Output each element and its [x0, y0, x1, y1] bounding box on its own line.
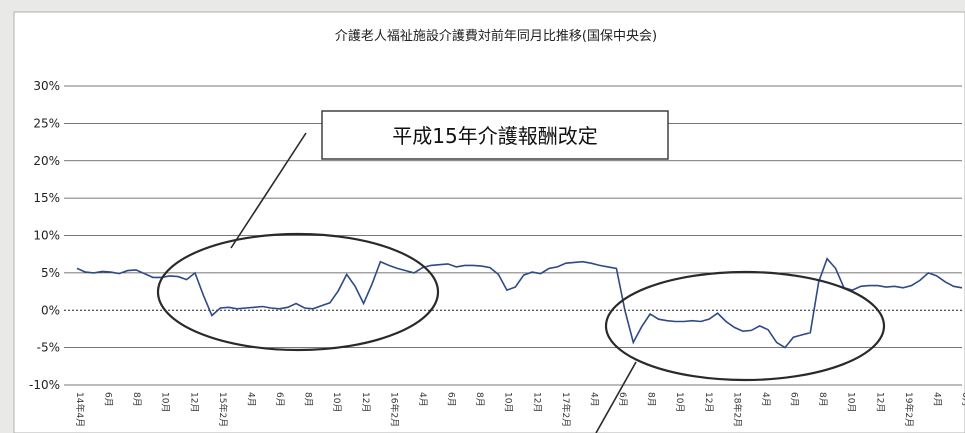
y-tick-label: 30% [33, 79, 60, 93]
callout-pointer-lower [595, 361, 637, 433]
y-tick-label: -5% [37, 341, 60, 355]
callout-box [321, 110, 669, 160]
x-tick-label: 17年2月 [560, 392, 572, 427]
x-tick-label: 4月 [588, 392, 599, 407]
y-tick-label: 25% [33, 116, 60, 130]
callout-text: 平成15年介護報酬改定 [392, 124, 597, 148]
x-tick-label: 6月 [789, 392, 800, 407]
x-tick-label: 19年2月 [903, 392, 915, 427]
x-tick-label: 10月 [503, 392, 514, 412]
series-line [76, 257, 963, 349]
chart-title: 介護老人福祉施設介護費対前年同月比推移(国保中央会) [335, 28, 657, 44]
y-tick-label: -10% [29, 378, 60, 392]
y-tick-label: 5% [41, 266, 60, 280]
x-tick-label: 10月 [160, 392, 171, 412]
x-tick-label: 4月 [760, 392, 771, 407]
x-tick-label: 16年2月 [388, 392, 400, 427]
x-tick-label: 6月 [274, 392, 285, 407]
x-tick-label: 12月 [874, 392, 885, 412]
chart-panel [13, 11, 965, 433]
highlight-ellipse-2006 [604, 270, 886, 382]
x-tick-label: 12月 [188, 392, 199, 412]
x-tick-label: 6月 [960, 392, 965, 407]
x-tick-label: 10月 [846, 392, 857, 412]
x-tick-label: 4月 [931, 392, 942, 407]
x-tick-label: 8月 [303, 392, 314, 407]
y-tick-label: 15% [33, 191, 60, 205]
x-tick-label: 4月 [245, 392, 256, 407]
x-tick-label: 8月 [646, 392, 657, 407]
y-tick-label: 10% [33, 229, 60, 243]
x-tick-label: 15年2月 [217, 392, 229, 427]
x-tick-label: 10月 [674, 392, 685, 412]
y-axis-ticks: 30% 25% 20% 15% 10% 5% 0% -5% -10% [29, 79, 60, 392]
x-tick-label: 8月 [817, 392, 828, 407]
x-tick-label: 14年4月 [74, 392, 86, 427]
x-tick-label: 6月 [103, 392, 114, 407]
x-tick-label: 6月 [446, 392, 457, 407]
x-tick-label: 6月 [617, 392, 628, 407]
x-tick-label: 4月 [417, 392, 428, 407]
callout-pointer [230, 132, 307, 249]
highlight-ellipse-2003 [156, 232, 440, 352]
x-tick-label: 12月 [703, 392, 714, 412]
x-tick-label: 18年2月 [731, 392, 743, 427]
x-axis-ticks: 14年4月 6月 8月 10月 12月 15年2月 4月 6月 8月 10月 12月 16年2月 4月 6… [74, 392, 965, 427]
y-tick-label: 0% [41, 303, 60, 317]
x-tick-label: 8月 [131, 392, 142, 407]
x-tick-label: 10月 [331, 392, 342, 412]
x-tick-label: 12月 [360, 392, 371, 412]
x-tick-label: 8月 [474, 392, 485, 407]
y-tick-label: 20% [33, 154, 60, 168]
x-tick-label: 12月 [531, 392, 542, 412]
